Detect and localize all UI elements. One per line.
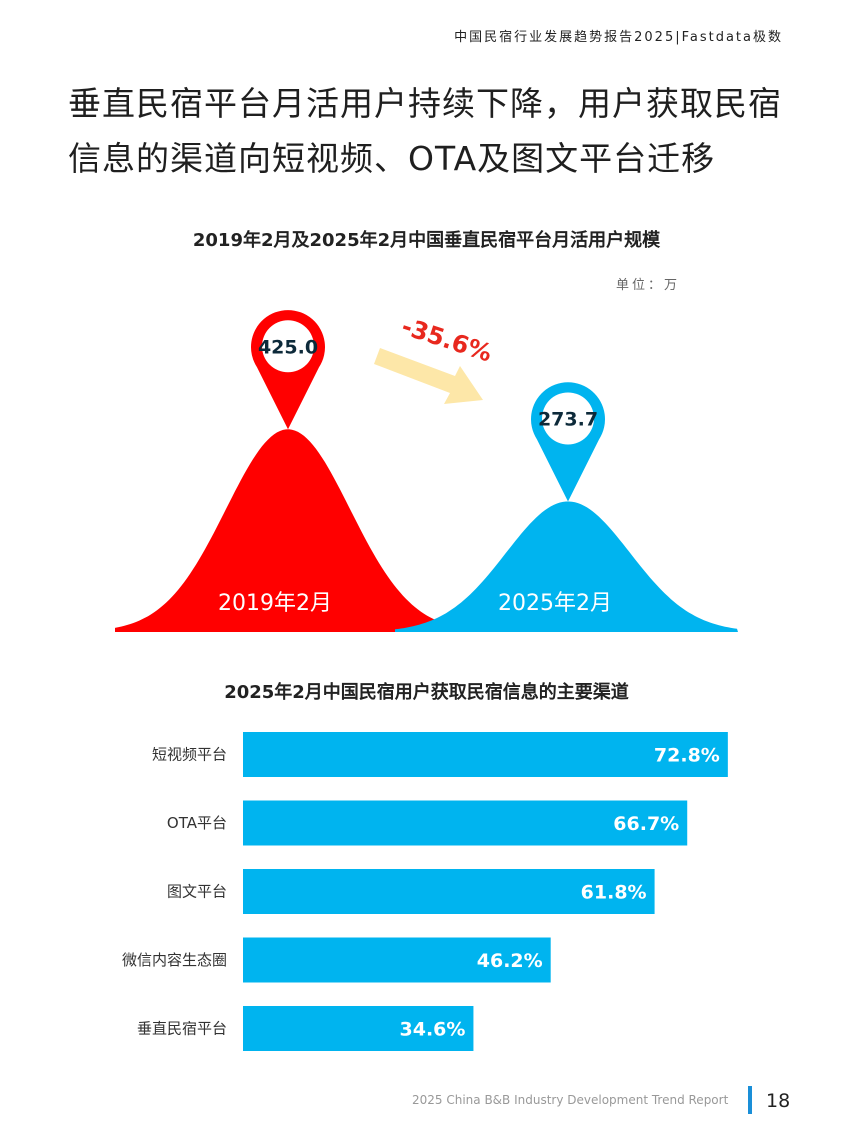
channel-chart: 短视频平台 72.8% OTA平台 66.7% 图文平台 61.8% 微信内容生态圈 46.2… (122, 732, 728, 1051)
category-label-1: 短视频平台 (152, 746, 227, 764)
value-label-1: 72.8% (654, 745, 720, 767)
page-headline: 垂直民宿平台月活用户持续下降，用户获取民宿信息的渠道向短视频、OTA及图文平台迁… (68, 84, 782, 178)
category-label-1: 2019年2月 (218, 591, 332, 616)
bar-2 (243, 800, 688, 846)
category-label-2: 2025年2月 (498, 591, 612, 616)
change-label: -35.6% (398, 312, 495, 367)
value-label-2: 273.7 (538, 408, 598, 430)
value-label-2: 66.7% (613, 813, 679, 835)
decline-arrow (374, 348, 483, 404)
mau-chart: 425.0 2019年2月 273.7 2025年2月 -35.6% (115, 310, 738, 632)
category-label-2: OTA平台 (167, 814, 227, 832)
bar-4 (243, 937, 551, 983)
report-title: 中国民宿行业发展趋势报告2025|Fastdata极数 (454, 30, 783, 45)
category-label-4: 微信内容生态圈 (122, 951, 227, 969)
page-number: 18 (766, 1090, 791, 1112)
pin-center-2 (542, 392, 594, 445)
value-label-3: 61.8% (581, 882, 647, 904)
value-label-1: 425.0 (258, 336, 318, 358)
bar-5 (243, 1006, 474, 1051)
bar-3 (243, 869, 655, 914)
area-2 (395, 501, 738, 632)
mau-chart-title: 2019年2月及2025年2月中国垂直民宿平台月活用户规模 (192, 230, 661, 251)
footer-report-name: 2025 China B&B Industry Development Tren… (412, 1093, 729, 1107)
channel-chart-title: 2025年2月中国民宿用户获取民宿信息的主要渠道 (224, 682, 629, 703)
pin-center-1 (262, 320, 314, 373)
category-label-3: 图文平台 (167, 883, 227, 901)
bar-1 (243, 732, 728, 777)
category-label-5: 垂直民宿平台 (137, 1020, 227, 1038)
unit-label: 单位：万 (616, 278, 681, 293)
area-1 (115, 429, 460, 632)
value-label-5: 34.6% (400, 1019, 466, 1041)
footer-divider (748, 1086, 752, 1114)
value-label-4: 46.2% (477, 950, 543, 972)
